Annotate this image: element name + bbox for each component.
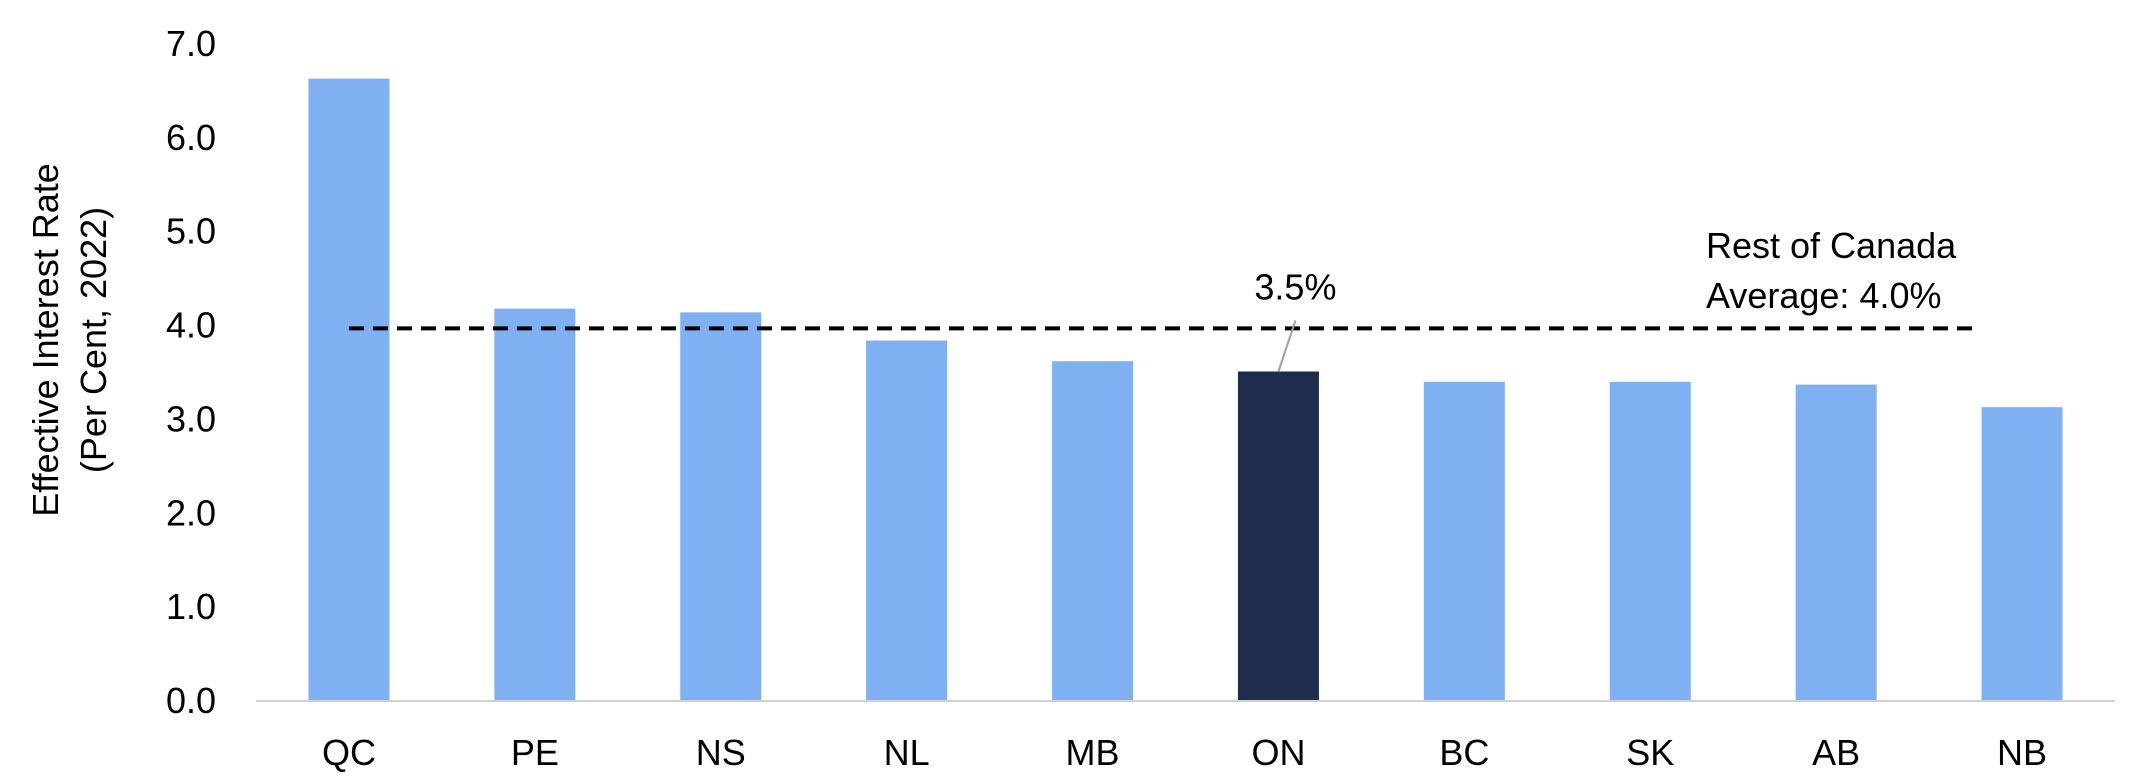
bar-on	[1237, 371, 1319, 700]
y-tick-label: 2.0	[166, 492, 216, 533]
bars	[308, 78, 2063, 700]
average-label: Rest of Canada Average: 4.0%	[1706, 225, 1957, 316]
x-tick-label-nl: NL	[884, 732, 930, 773]
bar-bc	[1423, 381, 1505, 700]
y-tick-label: 6.0	[166, 117, 216, 158]
y-tick-label: 3.0	[166, 398, 216, 439]
x-tick-label-qc: QC	[322, 732, 376, 773]
x-tick-label-mb: MB	[1066, 732, 1120, 773]
bar-nl	[866, 340, 948, 700]
data-label-leader-line	[1277, 320, 1297, 372]
bar-sk	[1609, 381, 1691, 700]
bar-nb	[1981, 407, 2063, 700]
x-tick-label-pe: PE	[511, 732, 559, 773]
y-tick-label: 7.0	[166, 23, 216, 64]
y-tick-label: 4.0	[166, 305, 216, 346]
x-tick-label-ab: AB	[1812, 732, 1860, 773]
x-tick-label-on: ON	[1251, 732, 1305, 773]
y-axis-title-line-2: (Per Cent, 2022)	[73, 207, 114, 473]
y-tick-label: 0.0	[166, 680, 216, 721]
bar-pe	[494, 308, 576, 700]
x-tick-label-ns: NS	[696, 732, 746, 773]
x-tick-label-sk: SK	[1626, 732, 1674, 773]
bar-mb	[1052, 361, 1134, 700]
y-tick-label: 1.0	[166, 586, 216, 627]
x-tick-label-bc: BC	[1439, 732, 1489, 773]
average-label-line-1: Rest of Canada	[1706, 225, 1957, 266]
bar-ab	[1795, 384, 1877, 700]
x-axis-category-labels: QC PE NS NL MB ON BC SK AB NB	[322, 732, 2047, 773]
bar-qc	[308, 78, 390, 700]
on-data-label: 3.5%	[1254, 267, 1336, 308]
y-axis-ticks: 0.0 1.0 2.0 3.0 4.0 5.0 6.0 7.0	[166, 23, 216, 721]
bar-ns	[680, 312, 762, 700]
average-label-line-2: Average: 4.0%	[1706, 275, 1942, 316]
x-tick-label-nb: NB	[1997, 732, 2047, 773]
y-axis-title-line-1: Effective Interest Rate	[25, 163, 66, 517]
y-tick-label: 5.0	[166, 211, 216, 252]
y-axis-title: Effective Interest Rate (Per Cent, 2022)	[25, 163, 114, 517]
